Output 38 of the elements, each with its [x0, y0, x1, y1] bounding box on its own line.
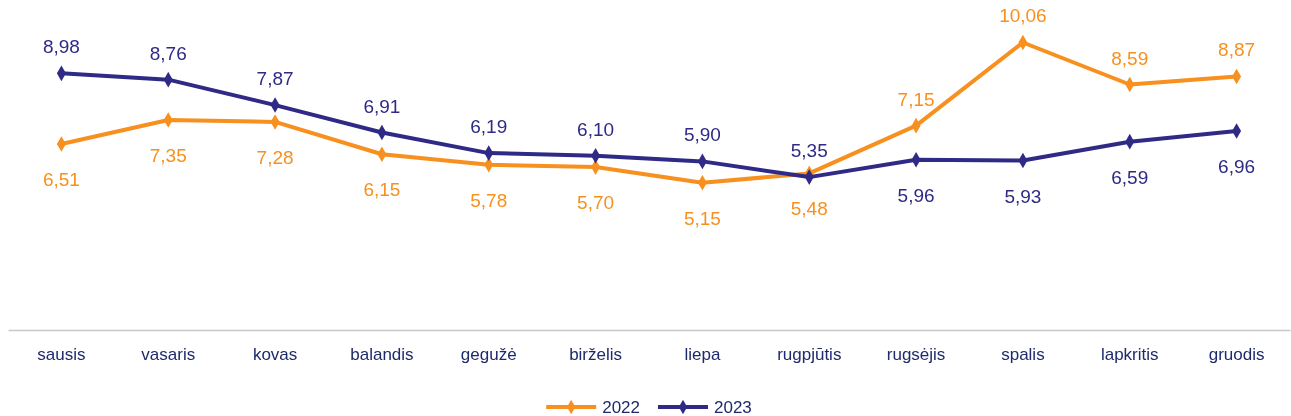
- data-label: 6,10: [577, 118, 615, 140]
- data-label: 7,35: [149, 144, 187, 166]
- data-label: 5,93: [1004, 185, 1042, 207]
- data-label: 5,90: [683, 124, 721, 146]
- data-label: 7,87: [256, 68, 294, 90]
- x-tick-label: spalis: [1001, 345, 1045, 365]
- data-label: 8,87: [1218, 39, 1256, 61]
- x-tick-label: gruodis: [1208, 345, 1265, 365]
- legend-label: 2022: [602, 398, 640, 416]
- data-label: 6,51: [42, 168, 80, 190]
- x-tick-label: lapkritis: [1100, 345, 1159, 365]
- data-label: 6,15: [363, 179, 401, 201]
- data-label: 5,35: [790, 140, 828, 162]
- data-label: 7,15: [897, 88, 935, 110]
- data-label: 10,06: [999, 5, 1047, 27]
- data-label: 8,98: [42, 36, 80, 58]
- x-tick-label: balandis: [350, 345, 414, 365]
- data-label: 6,91: [363, 95, 401, 117]
- x-tick-label: kovas: [252, 345, 298, 365]
- data-label: 7,28: [256, 146, 294, 168]
- x-tick-label: birželis: [569, 345, 623, 365]
- x-tick-label: sausis: [37, 345, 86, 365]
- x-tick-label: vasaris: [141, 345, 196, 365]
- x-tick-label: rugsėjis: [886, 345, 946, 365]
- data-label: 8,76: [149, 42, 187, 64]
- data-label: 6,59: [1111, 166, 1149, 188]
- x-tick-label: rugpjūtis: [777, 345, 842, 365]
- x-tick-label: liepa: [684, 345, 721, 365]
- legend-label: 2023: [714, 398, 752, 416]
- data-label: 5,48: [790, 198, 828, 220]
- data-label: 6,96: [1218, 156, 1256, 178]
- data-label: 5,78: [470, 189, 508, 211]
- data-label: 6,19: [470, 116, 508, 138]
- data-label: 8,59: [1111, 47, 1149, 69]
- data-label: 5,96: [897, 184, 935, 206]
- data-label: 5,70: [577, 192, 615, 214]
- data-label: 5,15: [683, 207, 721, 229]
- x-tick-label: gegužė: [460, 345, 517, 365]
